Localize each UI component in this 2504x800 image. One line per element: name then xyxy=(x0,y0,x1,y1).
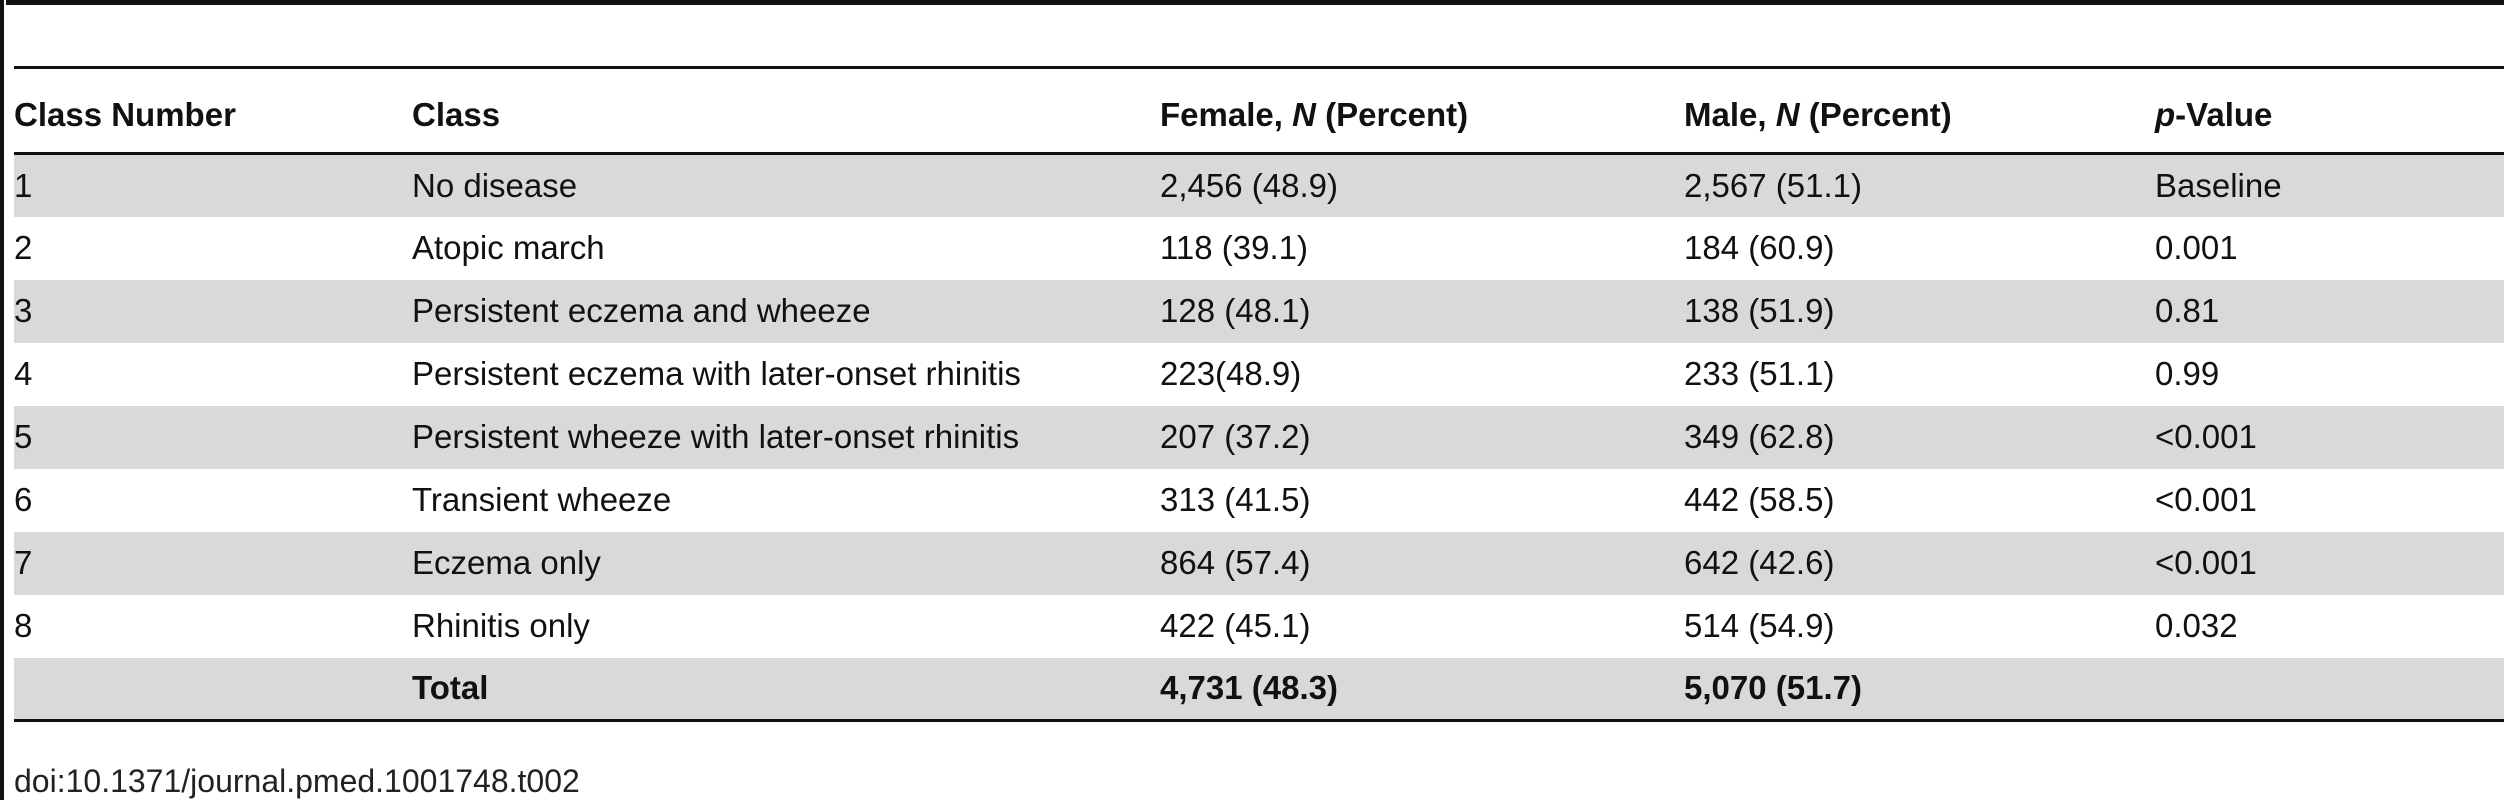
cell-female: 207 (37.2) xyxy=(1160,418,1311,455)
cell-female: 864 (57.4) xyxy=(1160,544,1311,581)
cell-class-number: 5 xyxy=(14,418,33,455)
cell-total-female: 4,731 (48.3) xyxy=(1160,669,1338,707)
cell-male: 442 (58.5) xyxy=(1684,481,1835,518)
table-container: Class Number Class Female, N (Percent) M… xyxy=(14,66,2504,722)
cell-male: 184 (60.9) xyxy=(1684,229,1835,266)
cell-class: Atopic march xyxy=(412,229,605,266)
top-border-rule xyxy=(6,0,2504,5)
cell-female: 223(48.9) xyxy=(1160,355,1302,392)
cell-male: 349 (62.8) xyxy=(1684,418,1835,455)
cell-class: Persistent eczema with later-onset rhini… xyxy=(412,355,1021,392)
cell-class: Persistent wheeze with later-onset rhini… xyxy=(412,418,1020,455)
cell-class: Persistent eczema and wheeze xyxy=(412,292,871,329)
header-p-value: p-Value xyxy=(2155,68,2504,154)
header-male: Male, N (Percent) xyxy=(1684,68,2155,154)
header-male-prefix: Male, xyxy=(1684,95,1776,133)
header-female-suffix: (Percent) xyxy=(1315,95,1469,133)
table-row: 1 No disease 2,456 (48.9) 2,567 (51.1) B… xyxy=(14,153,2504,217)
cell-class: Eczema only xyxy=(412,544,601,581)
cell-p-value: Baseline xyxy=(2155,166,2282,204)
cell-total-male: 5,070 (51.7) xyxy=(1684,669,1862,707)
cell-male: 138 (51.9) xyxy=(1684,292,1835,329)
header-female-prefix: Female, xyxy=(1160,95,1293,133)
header-p-suffix: -Value xyxy=(2175,95,2273,133)
cell-female: 313 (41.5) xyxy=(1160,481,1311,518)
table-row: 8 Rhinitis only 422 (45.1) 514 (54.9) 0.… xyxy=(14,595,2504,658)
cell-class-number: 4 xyxy=(14,355,33,392)
cell-male: 642 (42.6) xyxy=(1684,544,1835,581)
header-male-suffix: (Percent) xyxy=(1799,95,1952,133)
cell-male: 233 (51.1) xyxy=(1684,355,1835,392)
left-border-rule xyxy=(0,0,4,800)
cell-class-number: 2 xyxy=(14,229,33,266)
cell-p-value: 0.032 xyxy=(2155,607,2238,644)
cell-male: 2,567 (51.1) xyxy=(1684,166,1862,204)
cell-class: No disease xyxy=(412,166,578,204)
doi-citation: doi:10.1371/journal.pmed.1001748.t002 xyxy=(14,763,580,799)
header-class: Class xyxy=(412,95,501,133)
table-row: 6 Transient wheeze 313 (41.5) 442 (58.5)… xyxy=(14,469,2504,532)
cell-male: 514 (54.9) xyxy=(1684,607,1835,644)
cell-class-number: 3 xyxy=(14,292,33,329)
header-female: Female, N (Percent) xyxy=(1160,68,1684,154)
cell-female: 128 (48.1) xyxy=(1160,292,1311,329)
table-row: 4 Persistent eczema with later-onset rhi… xyxy=(14,343,2504,406)
header-female-n: N xyxy=(1292,95,1316,133)
cell-p-value: <0.001 xyxy=(2155,544,2257,581)
cell-class: Rhinitis only xyxy=(412,607,590,644)
cell-class: Transient wheeze xyxy=(412,481,672,518)
table-row: 7 Eczema only 864 (57.4) 642 (42.6) <0.0… xyxy=(14,531,2504,595)
cell-total-p-empty xyxy=(2155,658,2504,721)
cell-p-value: 0.81 xyxy=(2155,292,2220,329)
cell-p-value: 0.001 xyxy=(2155,229,2238,266)
header-p-italic: p xyxy=(2155,95,2176,133)
table-row: 3 Persistent eczema and wheeze 128 (48.1… xyxy=(14,279,2504,343)
table-row: 2 Atopic march 118 (39.1) 184 (60.9) 0.0… xyxy=(14,217,2504,280)
cell-class-number: 1 xyxy=(14,166,33,204)
cell-p-value: 0.99 xyxy=(2155,355,2220,392)
table-header: Class Number Class Female, N (Percent) M… xyxy=(14,67,2504,154)
header-male-n: N xyxy=(1775,95,1800,133)
cell-total-empty xyxy=(14,658,412,721)
table-row: 5 Persistent wheeze with later-onset rhi… xyxy=(14,405,2504,469)
cell-class-number: 8 xyxy=(14,607,33,644)
total-row: Total 4,731 (48.3) 5,070 (51.7) xyxy=(14,657,2504,721)
table-body: 1 No disease 2,456 (48.9) 2,567 (51.1) B… xyxy=(14,153,2504,721)
header-class-number: Class Number xyxy=(14,95,236,133)
cell-female: 422 (45.1) xyxy=(1160,607,1311,644)
cell-p-value: <0.001 xyxy=(2155,418,2257,455)
cell-p-value: <0.001 xyxy=(2155,481,2257,518)
data-table: Class Number Class Female, N (Percent) M… xyxy=(14,66,2504,722)
header-row: Class Number Class Female, N (Percent) M… xyxy=(14,67,2504,154)
cell-class-number: 6 xyxy=(14,481,33,518)
cell-female: 2,456 (48.9) xyxy=(1160,166,1338,204)
cell-total-label: Total xyxy=(412,669,489,707)
cell-class-number: 7 xyxy=(14,544,33,581)
cell-female: 118 (39.1) xyxy=(1160,229,1308,266)
